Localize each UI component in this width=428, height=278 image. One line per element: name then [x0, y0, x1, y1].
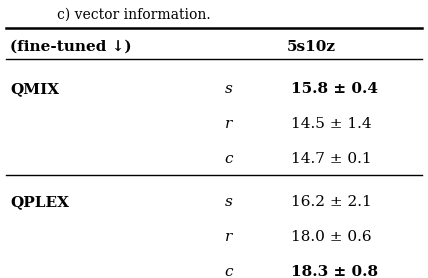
Text: 18.3 ± 0.8: 18.3 ± 0.8 [291, 265, 377, 278]
Text: c: c [225, 152, 233, 166]
Text: QPLEX: QPLEX [10, 195, 69, 209]
Text: 16.2 ± 2.1: 16.2 ± 2.1 [291, 195, 371, 209]
Text: 15.8 ± 0.4: 15.8 ± 0.4 [291, 83, 377, 96]
Text: QMIX: QMIX [10, 83, 59, 96]
Text: r: r [225, 230, 232, 244]
Text: 18.0 ± 0.6: 18.0 ± 0.6 [291, 230, 371, 244]
Text: 5s10z: 5s10z [286, 40, 335, 54]
Text: s: s [225, 195, 233, 209]
Text: r: r [225, 117, 232, 131]
Text: c: c [225, 265, 233, 278]
Text: 14.7 ± 0.1: 14.7 ± 0.1 [291, 152, 371, 166]
Text: (fine-tuned ↓): (fine-tuned ↓) [10, 40, 131, 54]
Text: s: s [225, 83, 233, 96]
Text: c) vector information.: c) vector information. [56, 8, 210, 22]
Text: 14.5 ± 1.4: 14.5 ± 1.4 [291, 117, 371, 131]
